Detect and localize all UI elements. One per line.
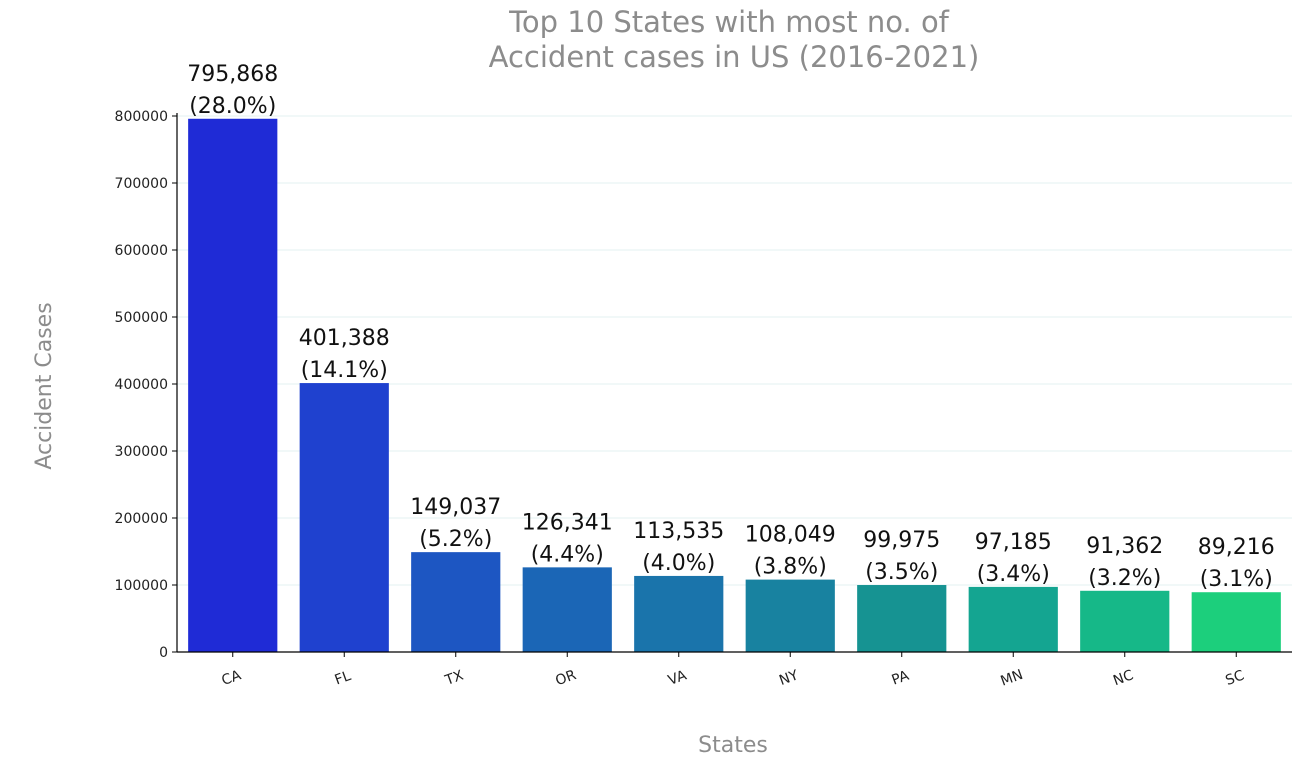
- bar-percent-label: (3.5%): [865, 560, 938, 585]
- x-axis-label: States: [698, 733, 768, 758]
- bar: [522, 567, 612, 652]
- x-tick-label: VA: [666, 667, 689, 688]
- bar: [188, 118, 278, 653]
- y-ticks: 0 100000 200000 300000 400000 500000 600000 700…: [115, 109, 177, 661]
- bar-value-label: 89,216: [1198, 535, 1275, 560]
- bar-value-label: 99,975: [863, 528, 940, 553]
- x-tick-label: TX: [442, 667, 466, 689]
- bar-value-label: 113,535: [633, 519, 724, 544]
- bar: [745, 579, 835, 652]
- bar-percent-label: (3.4%): [977, 562, 1050, 587]
- bar: [968, 586, 1058, 652]
- x-tick-label: OR: [553, 667, 578, 689]
- bar: [299, 383, 389, 652]
- bar-percent-label: (4.4%): [531, 542, 604, 567]
- bar-percent-label: (3.8%): [754, 555, 827, 580]
- bars: [188, 118, 1281, 653]
- y-tick-label: 300000: [115, 444, 168, 460]
- bar-percent-label: (14.1%): [301, 358, 388, 383]
- bar-value-label: 108,049: [745, 523, 836, 548]
- chart-title-line-2: Accident cases in US (2016-2021): [489, 40, 980, 74]
- bar: [857, 585, 947, 652]
- x-ticks: CA FL TX OR VA NY PA MN NC SC: [220, 652, 1247, 690]
- bar-value-label: 149,037: [410, 495, 501, 520]
- bar: [411, 552, 501, 652]
- bar-value-label: 97,185: [975, 530, 1052, 555]
- y-tick-label: 400000: [115, 377, 168, 393]
- y-tick-label: 200000: [115, 511, 168, 527]
- bar-value-label: 91,362: [1086, 534, 1163, 559]
- y-axis-label: Accident Cases: [32, 302, 57, 469]
- bar: [1080, 590, 1170, 652]
- bar: [1191, 592, 1281, 652]
- y-tick-label: 0: [159, 645, 168, 661]
- x-tick-label: MN: [999, 667, 1026, 690]
- y-tick-label: 100000: [115, 578, 168, 594]
- bar-value-label: 401,388: [299, 326, 390, 351]
- y-tick-label: 800000: [115, 109, 168, 125]
- bar-value-label: 795,868: [187, 62, 278, 87]
- y-tick-label: 700000: [115, 176, 168, 192]
- x-tick-label: NC: [1111, 667, 1136, 689]
- x-tick-label: CA: [220, 667, 244, 689]
- bar-percent-label: (5.2%): [419, 527, 492, 552]
- y-tick-label: 500000: [115, 310, 168, 326]
- bar-percent-label: (3.1%): [1200, 567, 1273, 592]
- bar-percent-label: (28.0%): [189, 94, 276, 119]
- x-tick-label: FL: [333, 668, 354, 689]
- x-tick-label: NY: [777, 667, 801, 689]
- axes: [176, 113, 1292, 653]
- chart-title-line-1: Top 10 States with most no. of: [508, 5, 950, 39]
- bar-value-label: 126,341: [522, 510, 613, 535]
- bar-percent-label: (3.2%): [1088, 566, 1161, 591]
- bar: [634, 575, 724, 652]
- bar-labels: 795,868 (28.0%) 401,388 (14.1%) 149,037 (5.2%…: [187, 62, 1274, 592]
- y-tick-label: 600000: [115, 243, 168, 259]
- x-tick-label: SC: [1223, 667, 1246, 688]
- bar-percent-label: (4.0%): [642, 551, 715, 576]
- x-tick-label: PA: [890, 668, 912, 689]
